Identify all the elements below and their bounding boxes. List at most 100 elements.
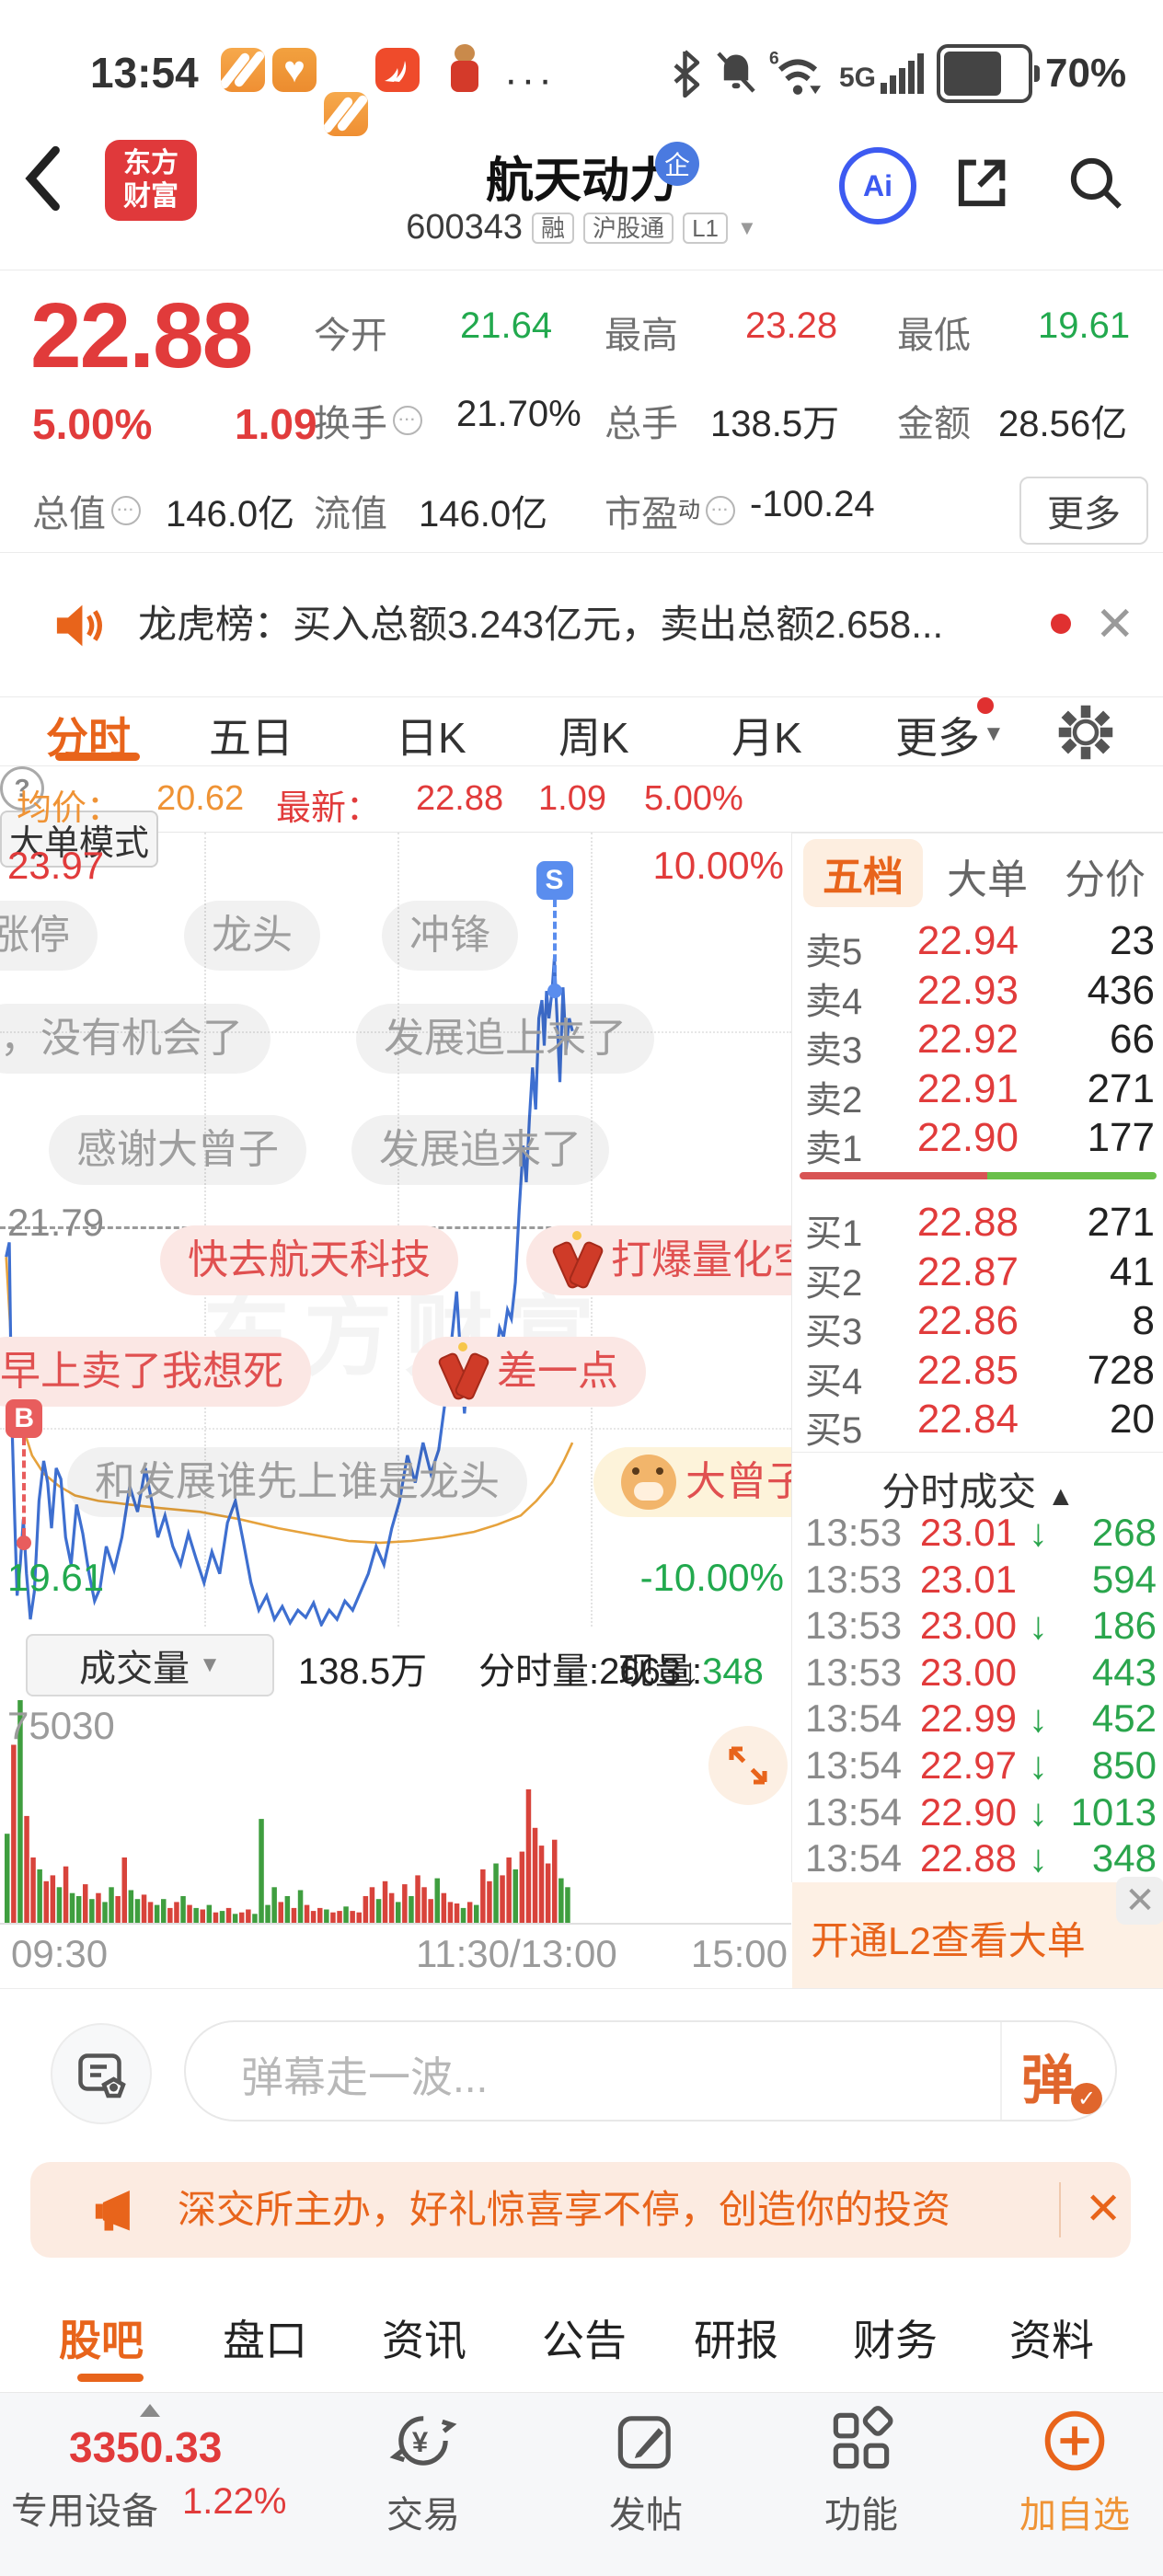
change-value: 1.09	[235, 400, 317, 448]
comment-list-button[interactable]	[51, 2023, 152, 2124]
y-min-label: 19.61	[7, 1556, 105, 1599]
svg-text:6: 6	[769, 50, 779, 69]
tab-资讯[interactable]: 资讯	[382, 2317, 466, 2364]
order-book-row[interactable]: 买4 22.85 728	[805, 1347, 1155, 1402]
quote-field-value: 19.61	[1038, 305, 1131, 346]
tab-周K[interactable]: 周K	[558, 714, 629, 762]
danmaku-bubble: ，没有机会了	[0, 1004, 271, 1074]
cow-mascot-icon	[621, 1455, 676, 1510]
quote-panel: 22.88 5.00% 1.09 今开 21.64 最高 23.28 最低 19.61 换手…	[0, 270, 1163, 553]
latest-value: 22.88	[416, 779, 504, 818]
order-book-row[interactable]: 买5 22.84 20	[805, 1397, 1155, 1451]
expand-chart-button[interactable]	[708, 1726, 788, 1805]
bluetooth-icon	[674, 50, 700, 98]
tab-五日[interactable]: 五日	[209, 714, 294, 762]
intraday-chart[interactable]: 东方财富 涨停 龙头 冲锋 ，没有机会了 发展追上来了 感谢大曾子 发展追来了 快去航天科技打…	[0, 833, 791, 1627]
tab-资料[interactable]: 资料	[1009, 2317, 1094, 2364]
news-text: 龙虎榜：买入总额3.243亿元，卖出总额2.658...	[138, 603, 944, 646]
tab-日K[interactable]: 日K	[396, 714, 466, 762]
y-max-label: 23.97	[7, 844, 105, 887]
close-icon[interactable]: ✕	[1116, 1877, 1163, 1925]
share-icon[interactable]	[953, 153, 1012, 212]
quote-field-label: 市盈动 ···	[605, 484, 741, 537]
quote-field-label: 总手	[605, 404, 678, 444]
index-value[interactable]: 3350.33	[69, 2423, 223, 2471]
eastmoney-logo: 东方 财富	[105, 140, 197, 221]
info-icon[interactable]: ···	[706, 496, 735, 525]
trade-row: 13:54 22.90 ↓ 1013	[805, 1789, 1157, 1834]
help-icon[interactable]: ?	[0, 766, 44, 811]
danmaku-bubble: 发展追上来了	[356, 1004, 654, 1074]
trades-header[interactable]: 分时成交 ▲	[881, 1470, 1075, 1513]
tab-研报[interactable]: 研报	[694, 2317, 778, 2364]
enterprise-badge[interactable]: 企	[655, 142, 699, 186]
gridline	[0, 1428, 791, 1430]
news-ticker[interactable]: 龙虎榜：买入总额3.243亿元，卖出总额2.658... ✕	[0, 553, 1163, 697]
tab-more[interactable]: 更多	[895, 714, 980, 762]
order-book-row[interactable]: 卖2 22.91 271	[805, 1065, 1155, 1121]
tab-five-levels[interactable]: 五档	[803, 839, 923, 907]
order-book-row[interactable]: 卖3 22.92 66	[805, 1017, 1155, 1071]
divider	[792, 1452, 1163, 1453]
latest-change: 1.09	[538, 779, 606, 818]
tab-盘口[interactable]: 盘口	[223, 2317, 307, 2364]
tab-股吧[interactable]: 股吧	[59, 2317, 144, 2364]
active-tab-underline	[77, 2374, 144, 2382]
notification-dot	[977, 697, 994, 714]
series-avg	[5, 1257, 574, 1545]
tab-公告[interactable]: 公告	[542, 2317, 627, 2364]
volume-chart[interactable]: 75030	[0, 1700, 791, 1925]
settings-gear-icon[interactable]	[1058, 705, 1113, 760]
order-book-row[interactable]: 买2 22.87 41	[805, 1248, 1155, 1304]
nav-add-watchlist[interactable]: 加自选	[1019, 2406, 1130, 2536]
stock-code-row[interactable]: 600343 融 沪股通 L1 ▼	[0, 208, 1163, 247]
danmaku-bubble: 和发展谁先上谁是龙头	[67, 1447, 527, 1517]
send-danmaku-button[interactable]: 弹	[1021, 2051, 1076, 2110]
latest-pct: 5.00%	[644, 779, 743, 818]
nav-functions[interactable]: 功能	[806, 2406, 916, 2536]
trade-row: 13:53 23.00 443	[805, 1650, 1157, 1694]
notification-ellipsis: ···	[504, 57, 556, 102]
info-icon[interactable]: ···	[111, 496, 141, 525]
close-icon[interactable]: ✕	[1095, 598, 1135, 651]
marker-line	[552, 900, 557, 984]
tab-月K[interactable]: 月K	[731, 714, 802, 762]
search-icon[interactable]	[1065, 153, 1124, 212]
buy-marker: B	[6, 1398, 43, 1438]
trade-row: 13:53 23.01 594	[805, 1557, 1157, 1601]
more-quote-button[interactable]: 更多	[1019, 477, 1148, 545]
nav-post[interactable]: 发帖	[591, 2406, 701, 2536]
content-tabs: 股吧 盘口 资讯 公告 研报 财务 资料	[0, 2282, 1163, 2393]
info-icon[interactable]: ···	[393, 406, 422, 435]
promo-banner[interactable]: 深交所主办，好礼惊喜享不停，创造你的投资 ✕	[30, 2162, 1131, 2258]
pct-min-label: -10.00%	[639, 1556, 784, 1599]
tab-big-orders[interactable]: 大单	[947, 857, 1028, 903]
order-book-row[interactable]: 买3 22.86 8	[805, 1298, 1155, 1352]
ai-button[interactable]: Ai	[839, 147, 916, 224]
battery-icon: 70%	[937, 44, 1126, 103]
l2-upsell-banner[interactable]: 开通L2查看大单 ✕	[792, 1877, 1163, 1988]
danmaku-input[interactable]: 弹幕走一波... 弹 ✓	[184, 2020, 1117, 2122]
axis-tick: 15:00	[690, 1932, 788, 1975]
order-book-row[interactable]: 卖5 22.94 23	[805, 918, 1155, 972]
volume-total: 138.5万	[298, 1651, 428, 1692]
triangle-up-icon[interactable]	[140, 2404, 160, 2417]
tab-财务[interactable]: 财务	[853, 2317, 938, 2364]
minute-volume: 分时量:2663↓	[478, 1651, 700, 1692]
marker-dot	[17, 1535, 32, 1550]
close-icon[interactable]: ✕	[1059, 2182, 1122, 2237]
volume-info-row: 成交量 ▼ 138.5万 分时量:2663↓ 现量:348	[0, 1628, 791, 1700]
order-book-row[interactable]: 卖1 22.90 177	[805, 1115, 1155, 1169]
volume-selector-button[interactable]: 成交量 ▼	[26, 1634, 274, 1696]
back-icon[interactable]	[22, 145, 63, 212]
stock-code: 600343	[406, 208, 524, 247]
tab-price-dist[interactable]: 分价	[1065, 857, 1146, 903]
nav-trade[interactable]: ¥ 交易	[368, 2406, 478, 2536]
big-order-mode-button[interactable]: 大单模式	[0, 811, 158, 868]
last-price: 22.88	[30, 284, 253, 387]
app-icon-heart: ♥	[272, 48, 317, 92]
sector-name: 专用设备	[11, 2491, 158, 2532]
order-book-row[interactable]: 卖4 22.93 436	[805, 967, 1155, 1022]
order-book-row[interactable]: 买1 22.88 271	[805, 1200, 1155, 1254]
trade-row: 13:53 23.00 ↓ 186	[805, 1604, 1157, 1648]
